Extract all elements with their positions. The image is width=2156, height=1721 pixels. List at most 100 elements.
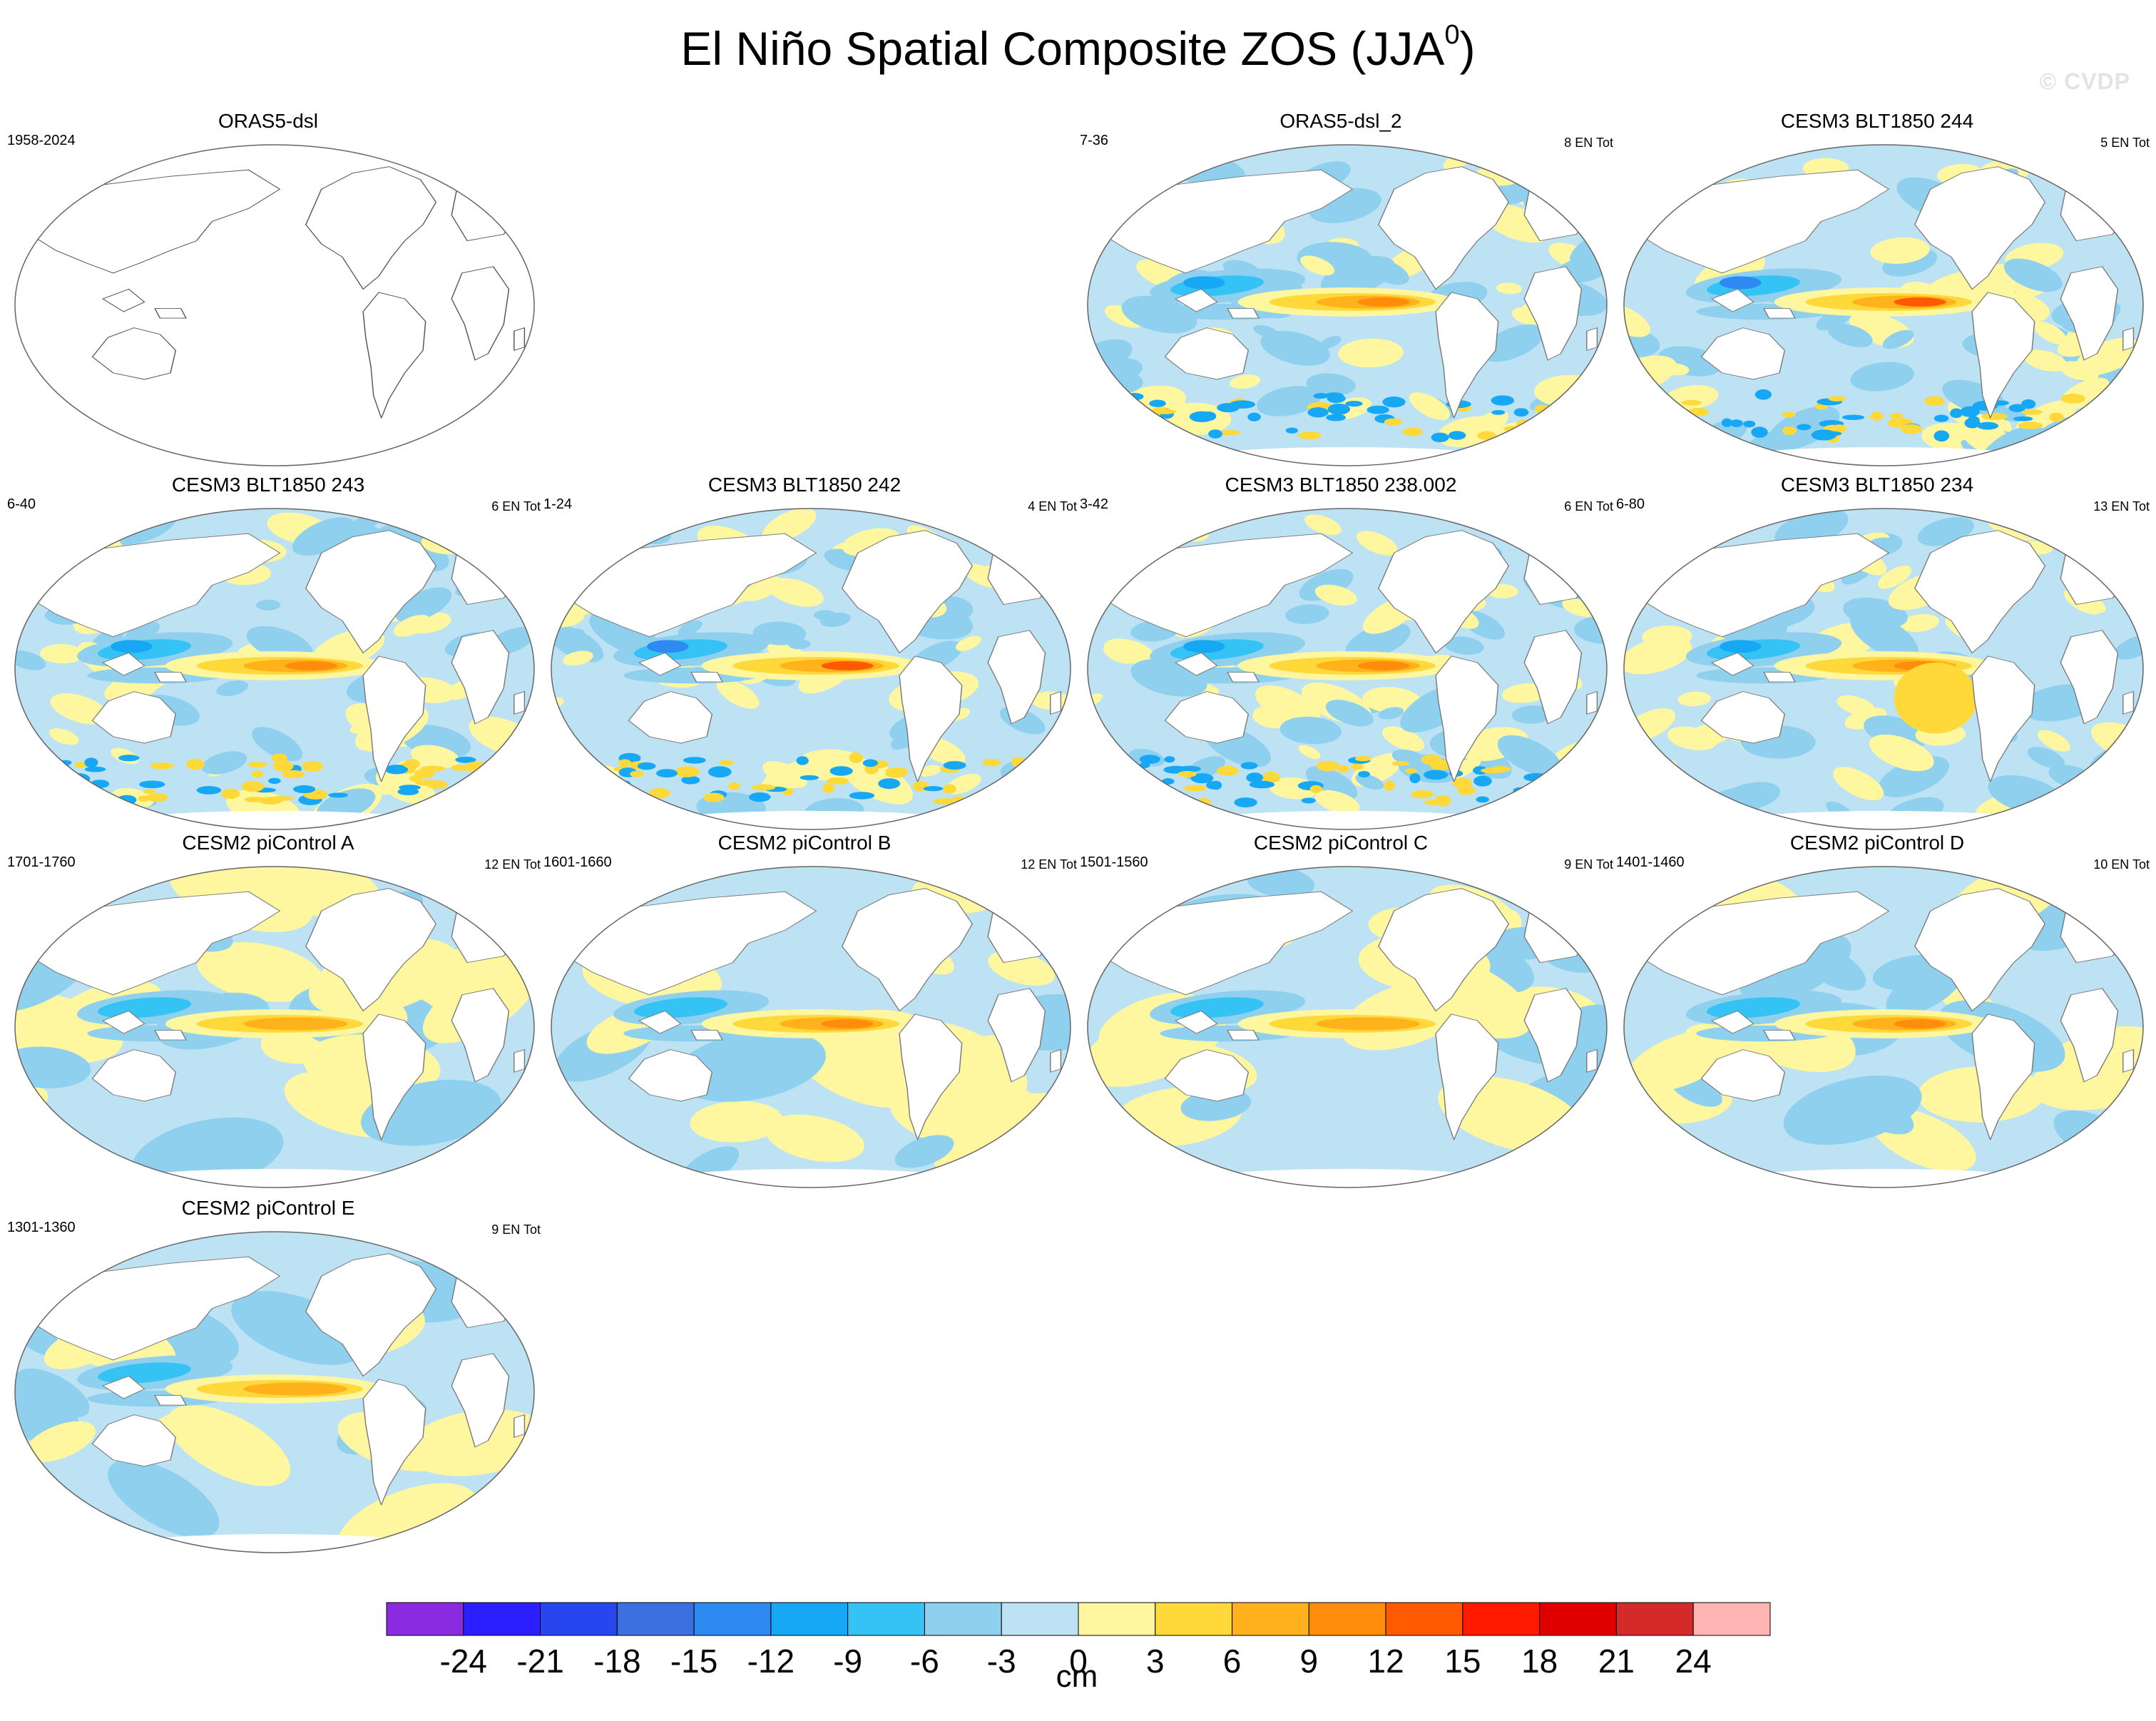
- anomaly-patch: [1496, 282, 1522, 295]
- southern-ocean-speckle: [1120, 428, 1134, 439]
- southern-ocean-speckle: [1513, 408, 1529, 417]
- panel-title: CESM3 BLT1850 243: [171, 474, 365, 496]
- anomaly-patch: [842, 757, 913, 805]
- figure-title-text: El Niño Spatial Composite ZOS (JJA: [680, 22, 1445, 75]
- anomaly-patch: [1279, 716, 1342, 745]
- map-panel: CESM2 piControl B 1601-1660 12 EN Tot: [536, 830, 1077, 1188]
- southern-ocean-speckle: [1190, 773, 1214, 784]
- anomaly-patch: [1115, 513, 1179, 543]
- coastline-maritime: [101, 288, 145, 312]
- southern-ocean-speckle: [1316, 760, 1339, 772]
- panel-title: ORAS5-dsl: [218, 110, 319, 132]
- anomaly-patch: [2023, 349, 2068, 372]
- southern-ocean-speckle: [862, 759, 879, 767]
- southern-ocean-speckle: [501, 775, 527, 782]
- continent-antarctica: [649, 1168, 973, 1188]
- continent-maritime: [638, 652, 682, 676]
- southern-ocean-speckle: [1149, 399, 1166, 407]
- continent-americasS: [1435, 1013, 1499, 1140]
- southern-ocean-speckle: [1337, 765, 1349, 773]
- robinson-map: [1087, 508, 1608, 830]
- southern-ocean-speckle: [1574, 792, 1597, 799]
- southern-ocean-speckle: [1690, 430, 1702, 441]
- coastline-americasN: [305, 166, 437, 290]
- continent-europe: [1523, 901, 1598, 964]
- continent-maritime: [101, 1375, 145, 1399]
- continent-europe: [987, 543, 1062, 606]
- equatorial-positive-peak: [821, 1019, 874, 1028]
- anomaly-patch: [1549, 789, 1607, 829]
- panel-title: CESM3 BLT1850 244: [1780, 110, 1974, 132]
- colorbar-box: [463, 1602, 541, 1636]
- southern-ocean-speckle: [751, 784, 776, 791]
- southern-ocean-speckle: [1421, 754, 1442, 765]
- southern-ocean-speckle: [1960, 406, 1980, 417]
- southern-ocean-speckle: [923, 786, 944, 792]
- anomaly-patch: [1578, 409, 1605, 428]
- southern-ocean-speckle: [1933, 414, 1949, 422]
- continent-africa: [451, 988, 510, 1083]
- map-panel: CESM3 BLT1850 242 1-24 4 EN Tot: [536, 472, 1077, 830]
- southern-ocean-speckle: [455, 756, 476, 763]
- map-panel: CESM3 BLT1850 234 6-80 13 EN Tot: [1609, 472, 2150, 830]
- anomaly-patch: [410, 745, 460, 769]
- continent-australia: [628, 1049, 713, 1102]
- continent-americasS: [1435, 292, 1499, 419]
- anomaly-patch: [255, 599, 281, 611]
- colorbar-box: [1232, 1602, 1309, 1636]
- colorbar-tick-label: 6: [1223, 1643, 1242, 1680]
- panel-en-count-label: 9 EN Tot: [491, 1222, 541, 1237]
- anomaly-patch: [1345, 622, 1411, 660]
- southern-ocean-speckle: [1534, 404, 1550, 414]
- anomaly-patch: [690, 1100, 783, 1143]
- anomaly-patch: [393, 614, 431, 637]
- anomaly-patch: [1325, 700, 1374, 727]
- anomaly-patch: [484, 794, 506, 805]
- southern-ocean-speckle: [1503, 426, 1528, 432]
- southern-ocean-speckle: [1384, 780, 1395, 791]
- southern-ocean-speckle: [630, 770, 645, 777]
- southern-ocean-speckle: [414, 768, 435, 779]
- southern-ocean-speckle: [292, 785, 316, 794]
- southern-ocean-speckle: [1782, 426, 1797, 436]
- panel-title: CESM3 BLT1850 242: [707, 474, 901, 496]
- continent-madagascar: [1586, 327, 1598, 352]
- anomaly-patch: [1362, 257, 1409, 285]
- anomaly-patch: [1304, 514, 1342, 536]
- southern-ocean-speckle: [268, 777, 281, 785]
- southern-ocean-speckle: [1164, 756, 1175, 763]
- panel-title: CESM3 BLT1850 238.002: [1225, 474, 1457, 496]
- southern-ocean-speckle: [942, 784, 956, 794]
- figure-title-close: ): [1459, 22, 1476, 75]
- map-outline: [551, 866, 1071, 1188]
- southern-ocean-speckle: [1326, 414, 1346, 422]
- southern-ocean-speckle: [1366, 405, 1389, 414]
- southern-ocean-speckle: [1681, 423, 1697, 434]
- anomaly-patch: [2003, 258, 2063, 292]
- colorbar-box: [1001, 1602, 1079, 1636]
- southern-ocean-speckle: [1384, 418, 1403, 426]
- anomaly-patch: [1382, 726, 1425, 752]
- continent-africa: [451, 630, 510, 725]
- southern-ocean-speckle: [1139, 755, 1161, 764]
- colorbar-tick-label: 9: [1300, 1643, 1319, 1680]
- southern-ocean-speckle: [1045, 759, 1063, 767]
- southern-ocean-speckle: [1448, 431, 1466, 440]
- panel-title: ORAS5-dsl_2: [1279, 110, 1402, 132]
- southern-ocean-speckle: [1307, 407, 1329, 418]
- southern-ocean-speckle: [674, 766, 700, 777]
- southern-ocean-speckle: [403, 758, 420, 769]
- continent-newguinea: [154, 672, 187, 683]
- continent-africa: [451, 1353, 510, 1448]
- southern-ocean-speckle: [271, 753, 287, 763]
- continent-americasN: [1378, 530, 1510, 654]
- anomaly-patch: [1481, 324, 1545, 362]
- continent-maritime: [101, 1010, 145, 1034]
- southern-ocean-speckle: [1358, 770, 1370, 778]
- southern-ocean-speckle: [302, 760, 324, 772]
- southern-ocean-speckle: [1841, 414, 1865, 420]
- southern-ocean-speckle: [1183, 785, 1207, 792]
- southern-ocean-speckle: [1900, 424, 1922, 434]
- anomaly-patch: [1850, 612, 1919, 660]
- southern-ocean-speckle: [1096, 435, 1115, 442]
